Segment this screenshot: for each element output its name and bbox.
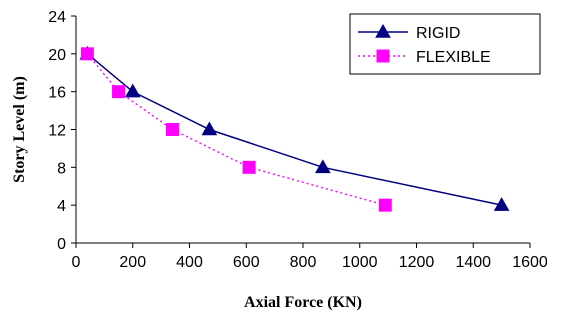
x-axis-title: Axial Force (KN) (244, 294, 362, 311)
legend-marker-flexible (376, 49, 390, 63)
data-point-rigid (124, 83, 141, 98)
x-tick-label: 1400 (455, 254, 491, 271)
series-flexible (80, 47, 392, 212)
legend-item-flexible: FLEXIBLE (358, 49, 491, 66)
y-tick-label: 4 (57, 198, 66, 215)
data-point-flexible (112, 85, 126, 99)
data-point-flexible (378, 198, 392, 212)
x-tick-label: 1000 (342, 254, 378, 271)
x-tick-label: 200 (119, 254, 146, 271)
data-point-rigid (201, 121, 218, 136)
legend-items: RIGID FLEXIBLE (358, 23, 491, 66)
series-line-flexible (86, 53, 386, 206)
x-tick-label: 400 (176, 254, 203, 271)
legend-item-rigid: RIGID (358, 23, 460, 42)
data-point-flexible (242, 160, 256, 174)
x-tick-label: 1200 (399, 254, 435, 271)
y-tick-label: 24 (48, 9, 66, 26)
x-ticks: 0 200 400 600 800 1000 1200 1400 1600 (72, 243, 548, 271)
y-tick-label: 12 (48, 123, 66, 140)
x-tick-label: 800 (290, 254, 317, 271)
series-line-rigid (86, 53, 502, 206)
legend: RIGID FLEXIBLE (349, 13, 541, 75)
series-layer (79, 45, 510, 212)
y-tick-label: 0 (57, 236, 66, 253)
y-tick-label: 16 (48, 85, 66, 102)
data-point-flexible (80, 47, 94, 61)
data-point-flexible (165, 123, 179, 136)
x-tick-label: 0 (72, 254, 81, 271)
legend-label-rigid: RIGID (416, 25, 460, 42)
y-axis-title: Story Level (m) (11, 76, 28, 183)
legend-marker-rigid (375, 23, 391, 38)
y-tick-label: 20 (48, 47, 66, 64)
x-tick-label: 600 (233, 254, 260, 271)
y-tick-label: 8 (57, 160, 66, 177)
legend-label-flexible: FLEXIBLE (416, 49, 491, 66)
x-tick-label: 1600 (512, 254, 548, 271)
data-point-rigid (315, 159, 331, 174)
y-ticks: 0 4 8 12 16 20 24 (48, 9, 76, 253)
series-rigid (79, 45, 510, 211)
data-point-rigid (493, 197, 510, 211)
legend-box (349, 13, 541, 75)
